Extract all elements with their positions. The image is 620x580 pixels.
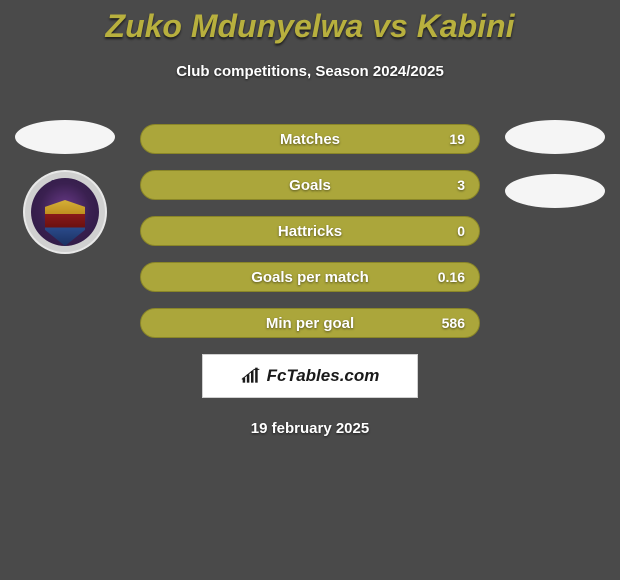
stat-value: 19 <box>449 131 465 147</box>
stat-bar-matches: Matches 19 <box>140 124 480 154</box>
stat-value: 3 <box>457 177 465 193</box>
date-label: 19 february 2025 <box>140 420 480 437</box>
right-player-avatar <box>505 120 605 154</box>
bar-chart-icon <box>241 367 261 385</box>
left-player-avatar <box>15 120 115 154</box>
stat-label: Goals per match <box>141 269 479 286</box>
stat-value: 0.16 <box>438 269 465 285</box>
stat-label: Hattricks <box>141 223 479 240</box>
stat-bar-min-per-goal: Min per goal 586 <box>140 308 480 338</box>
stat-bar-hattricks: Hattricks 0 <box>140 216 480 246</box>
stat-label: Matches <box>141 131 479 148</box>
right-player-column <box>500 120 610 224</box>
logo-content: FcTables.com <box>241 366 380 386</box>
infographic-container: Zuko Mdunyelwa vs Kabini Club competitio… <box>0 0 620 580</box>
stat-value: 0 <box>457 223 465 239</box>
logo-text: FcTables.com <box>267 366 380 386</box>
stat-bar-goals-per-match: Goals per match 0.16 <box>140 262 480 292</box>
subtitle: Club competitions, Season 2024/2025 <box>0 63 620 80</box>
right-player-badge-placeholder <box>505 174 605 208</box>
page-title: Zuko Mdunyelwa vs Kabini <box>0 0 620 45</box>
source-logo-box: FcTables.com <box>202 354 418 398</box>
badge-inner <box>31 178 99 246</box>
badge-crest <box>45 200 85 246</box>
stat-label: Goals <box>141 177 479 194</box>
stat-label: Min per goal <box>141 315 479 332</box>
stat-bar-goals: Goals 3 <box>140 170 480 200</box>
left-player-column: CHIPPA <box>10 120 120 254</box>
stat-value: 586 <box>442 315 465 331</box>
left-player-badge: CHIPPA <box>23 170 107 254</box>
stats-section: Matches 19 Goals 3 Hattricks 0 Goals per… <box>140 124 480 437</box>
